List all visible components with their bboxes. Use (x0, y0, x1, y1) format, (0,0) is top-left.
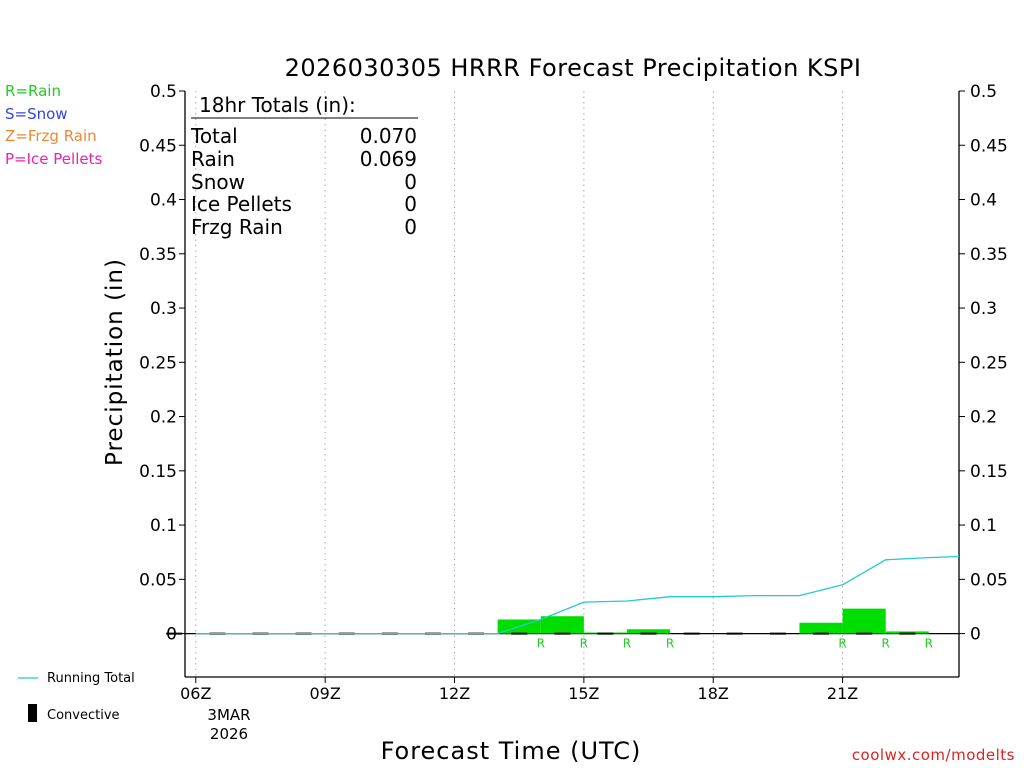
y-tick-label-right: 0.15 (970, 462, 1008, 482)
date-label-year: 2026 (210, 725, 248, 743)
y-tick-label-right: 0.05 (970, 570, 1008, 590)
y-tick-label-left: 0.1 (150, 516, 177, 536)
totals-value-frzg-rain: 0 (404, 215, 417, 239)
ptype-label: R (925, 637, 933, 651)
running-total-legend-label: Running Total (47, 671, 135, 686)
totals-value-ice-pellets: 0 (404, 192, 417, 216)
precip-bar (885, 631, 929, 634)
chart-title: 2026030305 HRRR Forecast Precipitation K… (285, 54, 862, 82)
y-tick-label-left: 0.15 (139, 462, 177, 482)
x-tick-label: 06Z (180, 684, 211, 703)
y-tick-label-right: 0.35 (970, 245, 1008, 265)
y-tick-label-left: 0.35 (139, 245, 177, 265)
plot-area: 000.050.050.10.10.150.150.20.20.250.250.… (139, 82, 1008, 703)
precip-bar (540, 616, 584, 634)
x-tick-label: 12Z (439, 684, 470, 703)
legend-ice-pellets: P=Ice Pellets (5, 150, 102, 168)
y-tick-label-left: 0.45 (139, 136, 177, 156)
x-tick-label: 15Z (568, 684, 599, 703)
precip-bar (842, 608, 886, 634)
y-tick-label-left: 0.5 (150, 82, 177, 102)
ptype-label: R (882, 637, 890, 651)
totals-label-frzg-rain: Frzg Rain (191, 215, 283, 239)
convective-legend-swatch (28, 704, 37, 722)
totals-value-rain: 0.069 (360, 147, 417, 171)
y-axis-label: Precipitation (in) (102, 258, 128, 466)
totals-label-snow: Snow (191, 170, 245, 194)
y-tick-label-left: 0.4 (150, 191, 177, 211)
running-total-line (195, 555, 960, 635)
y-tick-label-right: 0.25 (970, 353, 1008, 373)
y-tick-label-right: 0 (970, 625, 981, 645)
totals-label-total: Total (190, 124, 238, 148)
credit-text: coolwx.com/modelts (852, 746, 1015, 764)
x-tick-label: 21Z (827, 684, 858, 703)
totals-header: 18hr Totals (in): (199, 93, 356, 117)
y-tick-label-left: 0.05 (139, 570, 177, 590)
legend-snow: S=Snow (5, 105, 68, 123)
ptype-label: R (666, 637, 674, 651)
legend-rain: R=Rain (5, 82, 61, 100)
y-tick-label-right: 0.4 (970, 191, 997, 211)
y-tick-label-right: 0.45 (970, 136, 1008, 156)
ptype-label: R (623, 637, 631, 651)
totals-label-ice-pellets: Ice Pellets (191, 192, 292, 216)
y-tick-label-right: 0.5 (970, 82, 997, 102)
totals-value-total: 0.070 (360, 124, 417, 148)
ptype-label: R (838, 637, 846, 651)
x-axis-label: Forecast Time (UTC) (381, 737, 642, 765)
precip-bar (799, 622, 843, 634)
ptype-label: R (580, 637, 588, 651)
y-tick-label-right: 0.2 (970, 408, 997, 428)
ptype-label: R (537, 637, 545, 651)
y-tick-label-right: 0.3 (970, 299, 997, 319)
legend-frzg-rain: Z=Frzg Rain (5, 127, 97, 145)
convective-legend-label: Convective (47, 708, 120, 723)
y-tick-label-left: 0.2 (150, 408, 177, 428)
y-tick-label-left: 0.25 (139, 353, 177, 373)
totals-box: 18hr Totals (in): Total 0.070 Rain 0.069… (190, 93, 418, 239)
totals-value-snow: 0 (404, 170, 417, 194)
y-tick-label-left: 0.3 (150, 299, 177, 319)
precip-bar (626, 629, 671, 634)
totals-label-rain: Rain (191, 147, 235, 171)
x-tick-label: 18Z (698, 684, 729, 703)
date-label-month: 3MAR (207, 706, 250, 724)
x-tick-label: 09Z (309, 684, 340, 703)
y-tick-label-right: 0.1 (970, 516, 997, 536)
